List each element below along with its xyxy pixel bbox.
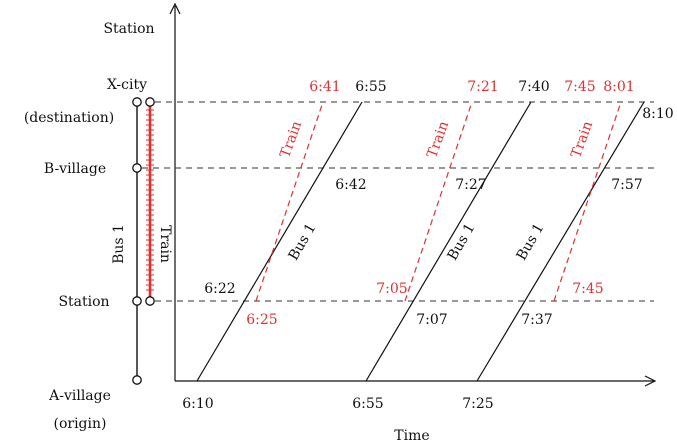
axes: Time: [169, 2, 657, 444]
bus-trip-label: Bus 1: [445, 221, 479, 264]
bus-time-arrive: 6:55: [355, 79, 386, 95]
x-axis-arrow: [644, 375, 657, 387]
route-schematic: Bus 1 Train: [111, 97, 173, 385]
bus-trip-label: Bus 1: [514, 221, 548, 264]
stop-label-x-city-note: (destination): [24, 110, 114, 126]
x-axis-label: Time: [394, 428, 429, 444]
bus-time-station: 6:22: [204, 281, 235, 297]
bus-time-b-village: 7:57: [611, 177, 642, 193]
bus-time-b-village: 7:27: [455, 177, 486, 193]
stop-label-b-village: B-village: [44, 161, 106, 177]
train-time-arrive: 7:21: [467, 79, 498, 95]
bus-time-arrive: 8:10: [642, 106, 673, 122]
train-trip-line: [404, 101, 473, 302]
bus-trips: [196, 101, 645, 382]
train-trip-label: Train: [568, 119, 596, 160]
stop-label-station: Station: [58, 294, 109, 310]
bus-trip-line: [196, 101, 363, 382]
bus-trip-line: [365, 101, 532, 382]
train-route-ticks: [146, 109, 154, 291]
train-time-arrive: 8:01: [603, 79, 634, 95]
bus-time-station: 7:37: [521, 312, 552, 328]
train-trip-label: Train: [277, 119, 305, 160]
bus-time-depart: 7:25: [462, 396, 493, 412]
bus-trip-label: Bus 1: [286, 221, 320, 264]
stop-label-x-city: X-city: [107, 77, 147, 93]
stop-x-city-bus: [132, 97, 142, 107]
stop-station-bus: [132, 296, 142, 306]
stop-station-train: [145, 296, 155, 306]
train-time-depart: 6:25: [246, 312, 277, 328]
bus-time-arrive: 7:40: [518, 79, 549, 95]
train-time-depart: 7:05: [376, 281, 407, 297]
bus-time-b-village: 6:42: [335, 177, 366, 193]
bus-time-station: 7:07: [416, 312, 447, 328]
train-trip-line: [255, 101, 324, 302]
bus-time-depart: 6:55: [352, 396, 383, 412]
stop-labels: Station X-city (destination) B-village S…: [24, 21, 155, 432]
y-axis-label: Station: [103, 21, 154, 37]
bus-trip-line: [476, 101, 645, 382]
train-time-labels: 6:25 7:05 7:45 6:41 7:21 7:45 8:01: [246, 79, 634, 328]
y-axis-arrow: [169, 2, 181, 15]
level-lines: [142, 101, 654, 302]
bus-time-depart: 6:10: [182, 396, 213, 412]
stop-a-village: [132, 375, 142, 385]
stop-label-a-village-note: (origin): [54, 416, 107, 432]
stop-x-city-train: [145, 97, 155, 107]
train-time-extra: 7:45: [572, 281, 603, 297]
train-time-arrive: 7:45: [564, 79, 595, 95]
train-time-arrive: 6:41: [309, 79, 340, 95]
bus-route-label: Bus 1: [111, 224, 127, 264]
train-trip-label: Train: [424, 119, 452, 160]
train-trip-line: [553, 101, 622, 302]
stop-b-village: [132, 163, 142, 173]
stop-label-a-village: A-village: [48, 388, 111, 404]
trip-route-labels: Bus 1 Bus 1 Bus 1 Train Train Train: [277, 119, 596, 263]
train-trips: [255, 101, 622, 302]
bus-time-labels: 6:10 6:55 7:25 6:22 7:07 7:37 6:42 7:27 …: [182, 79, 673, 412]
train-route-label: Train: [157, 225, 173, 263]
